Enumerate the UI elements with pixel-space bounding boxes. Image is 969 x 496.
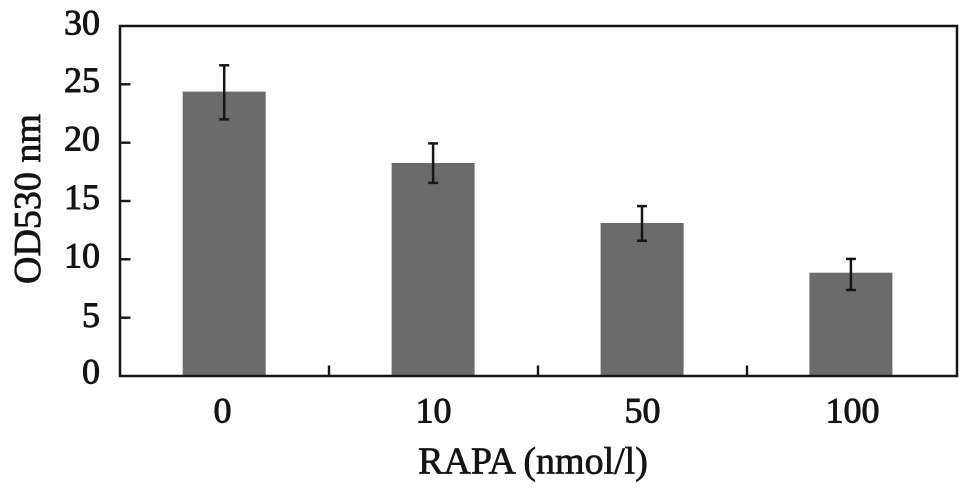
svg-text:OD530 nm: OD530 nm [7,114,49,284]
svg-text:15: 15 [64,177,100,217]
svg-text:100: 100 [826,391,880,431]
svg-text:0: 0 [214,391,232,431]
svg-text:10: 10 [64,235,100,275]
svg-text:RAPA (nmol/l): RAPA (nmol/l) [418,441,648,483]
svg-text:50: 50 [625,391,661,431]
svg-text:0: 0 [82,352,100,392]
svg-text:30: 30 [64,3,100,43]
svg-text:20: 20 [64,119,100,159]
svg-text:10: 10 [416,391,452,431]
svg-text:5: 5 [82,295,100,335]
svg-text:25: 25 [64,60,100,100]
